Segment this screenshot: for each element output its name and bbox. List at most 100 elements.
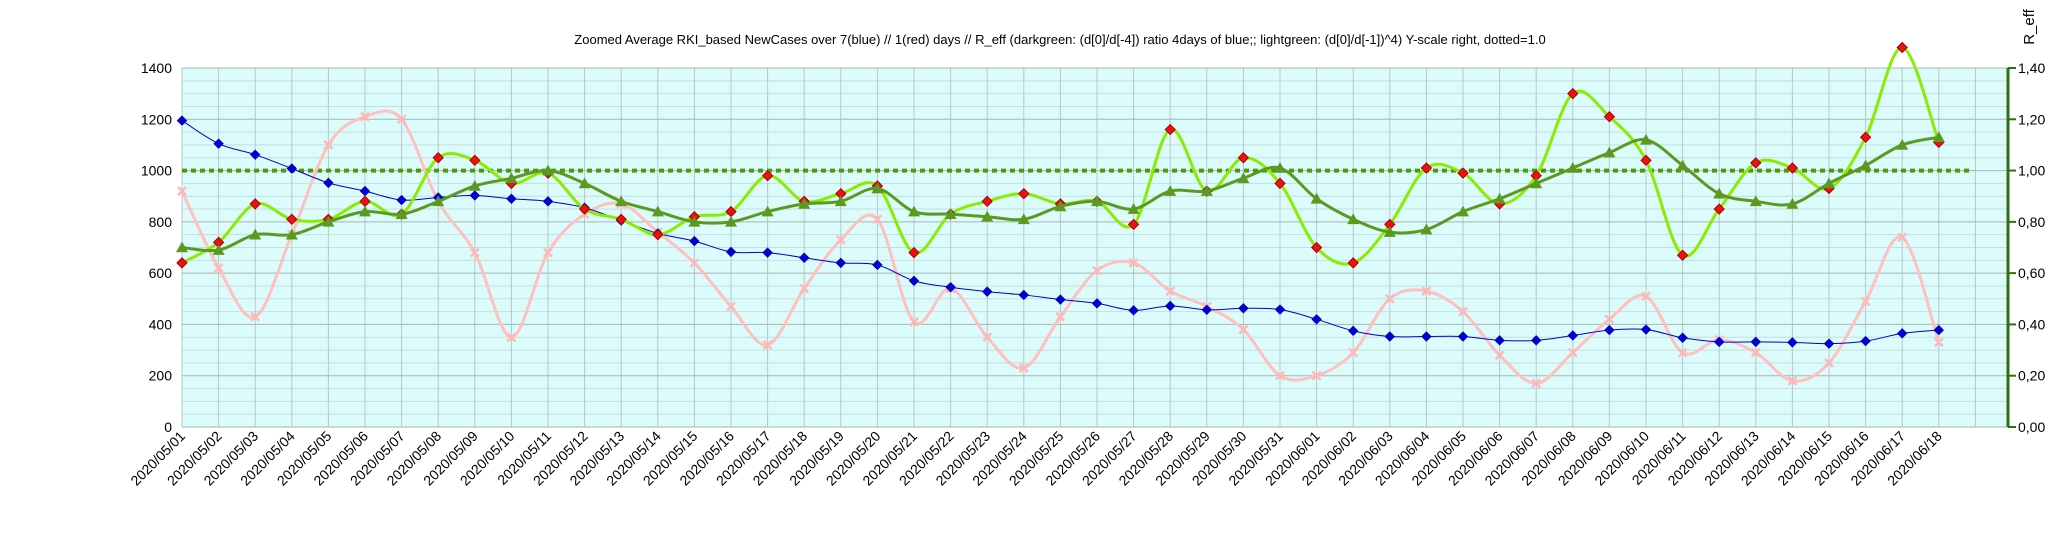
data-point <box>432 152 444 164</box>
data-point <box>1896 138 1909 150</box>
data-point <box>1420 162 1433 174</box>
data-point <box>1458 306 1468 317</box>
right-tick-label: 0,60 <box>2018 265 2045 281</box>
data-point <box>944 208 957 219</box>
data-point <box>688 215 701 227</box>
data-point <box>1567 347 1578 358</box>
data-point <box>1128 258 1139 268</box>
data-point <box>615 213 627 225</box>
right-tick-label: 1,20 <box>2018 111 2045 127</box>
data-point <box>761 205 774 217</box>
data-point <box>395 208 408 219</box>
data-point <box>212 244 225 255</box>
data-point <box>176 241 188 253</box>
data-point <box>1238 303 1249 314</box>
data-point <box>1383 226 1396 237</box>
data-point <box>871 182 884 194</box>
data-point <box>1859 159 1872 171</box>
data-point <box>982 332 993 343</box>
data-point <box>1164 185 1177 196</box>
data-point <box>1641 291 1651 302</box>
data-point <box>1347 325 1359 337</box>
data-point <box>250 311 261 322</box>
data-point <box>1566 162 1579 173</box>
data-point <box>761 169 774 182</box>
data-point <box>1201 304 1213 316</box>
data-point <box>1018 289 1030 301</box>
data-point <box>1274 304 1286 315</box>
data-point <box>506 193 517 204</box>
data-point <box>981 210 994 222</box>
data-point <box>689 235 700 247</box>
data-point <box>506 332 517 343</box>
data-point <box>1165 286 1176 296</box>
data-point <box>1824 358 1834 368</box>
series-2 <box>176 115 1945 349</box>
data-point <box>1494 335 1505 346</box>
data-point <box>835 234 846 245</box>
left-axis-ticks: 0 200 400 600 800 1000 1200 1400 <box>141 60 172 435</box>
data-point <box>1311 370 1322 381</box>
right-axis: 0,00 0,20 0,40 0,60 0,80 1,00 1,20 1,40 <box>2006 60 2045 435</box>
data-point <box>578 177 591 189</box>
data-point <box>1567 330 1579 341</box>
data-point <box>909 316 919 327</box>
chart-title: Zoomed Average RKI_based NewCases over 7… <box>574 32 1545 47</box>
data-point <box>1384 331 1396 342</box>
data-point <box>1897 232 1908 243</box>
data-point <box>1017 213 1030 225</box>
data-point <box>1530 335 1542 346</box>
data-point <box>689 258 700 268</box>
data-point <box>1896 41 1908 54</box>
data-point <box>1091 298 1103 309</box>
data-point <box>1238 324 1249 335</box>
data-point <box>615 195 628 207</box>
data-point <box>1677 332 1688 343</box>
data-point <box>1311 314 1322 325</box>
data-point <box>1457 205 1469 217</box>
data-point <box>798 197 811 209</box>
data-point <box>1237 172 1250 184</box>
data-point <box>1933 337 1944 348</box>
data-point <box>1787 375 1798 386</box>
data-point <box>177 186 187 196</box>
data-point <box>505 172 518 184</box>
data-point <box>359 185 371 197</box>
data-point <box>578 203 591 215</box>
data-point <box>1494 350 1505 361</box>
data-point <box>396 194 407 206</box>
data-point <box>1640 154 1652 167</box>
data-point <box>1237 152 1250 164</box>
data-point <box>1859 131 1872 143</box>
data-point <box>799 283 810 294</box>
data-point <box>1677 347 1688 358</box>
data-point <box>1457 167 1469 179</box>
data-point <box>1823 338 1835 349</box>
data-point <box>1640 324 1652 335</box>
left-tick-label: 0 <box>164 419 172 435</box>
right-tick-label: 1,00 <box>2018 163 2045 179</box>
data-point <box>872 259 883 271</box>
data-point <box>1567 87 1579 100</box>
data-point <box>1932 131 1945 143</box>
data-point <box>1604 324 1615 336</box>
data-point <box>981 286 993 297</box>
data-point <box>1054 200 1067 212</box>
data-point <box>945 282 956 293</box>
left-tick-label: 1200 <box>141 111 172 127</box>
data-point <box>213 138 224 149</box>
data-point <box>1274 177 1286 190</box>
data-point <box>1603 111 1616 123</box>
data-point <box>249 198 261 210</box>
data-point <box>1347 213 1360 225</box>
data-point <box>1531 378 1542 389</box>
data-point <box>1676 159 1689 171</box>
data-point <box>359 205 371 217</box>
right-tick-label: 0,40 <box>2018 316 2045 332</box>
data-point <box>908 205 920 217</box>
data-point <box>1860 335 1871 347</box>
data-point <box>908 275 920 287</box>
data-point <box>1750 347 1761 358</box>
data-point <box>1603 146 1616 158</box>
right-tick-label: 0,00 <box>2018 419 2045 435</box>
